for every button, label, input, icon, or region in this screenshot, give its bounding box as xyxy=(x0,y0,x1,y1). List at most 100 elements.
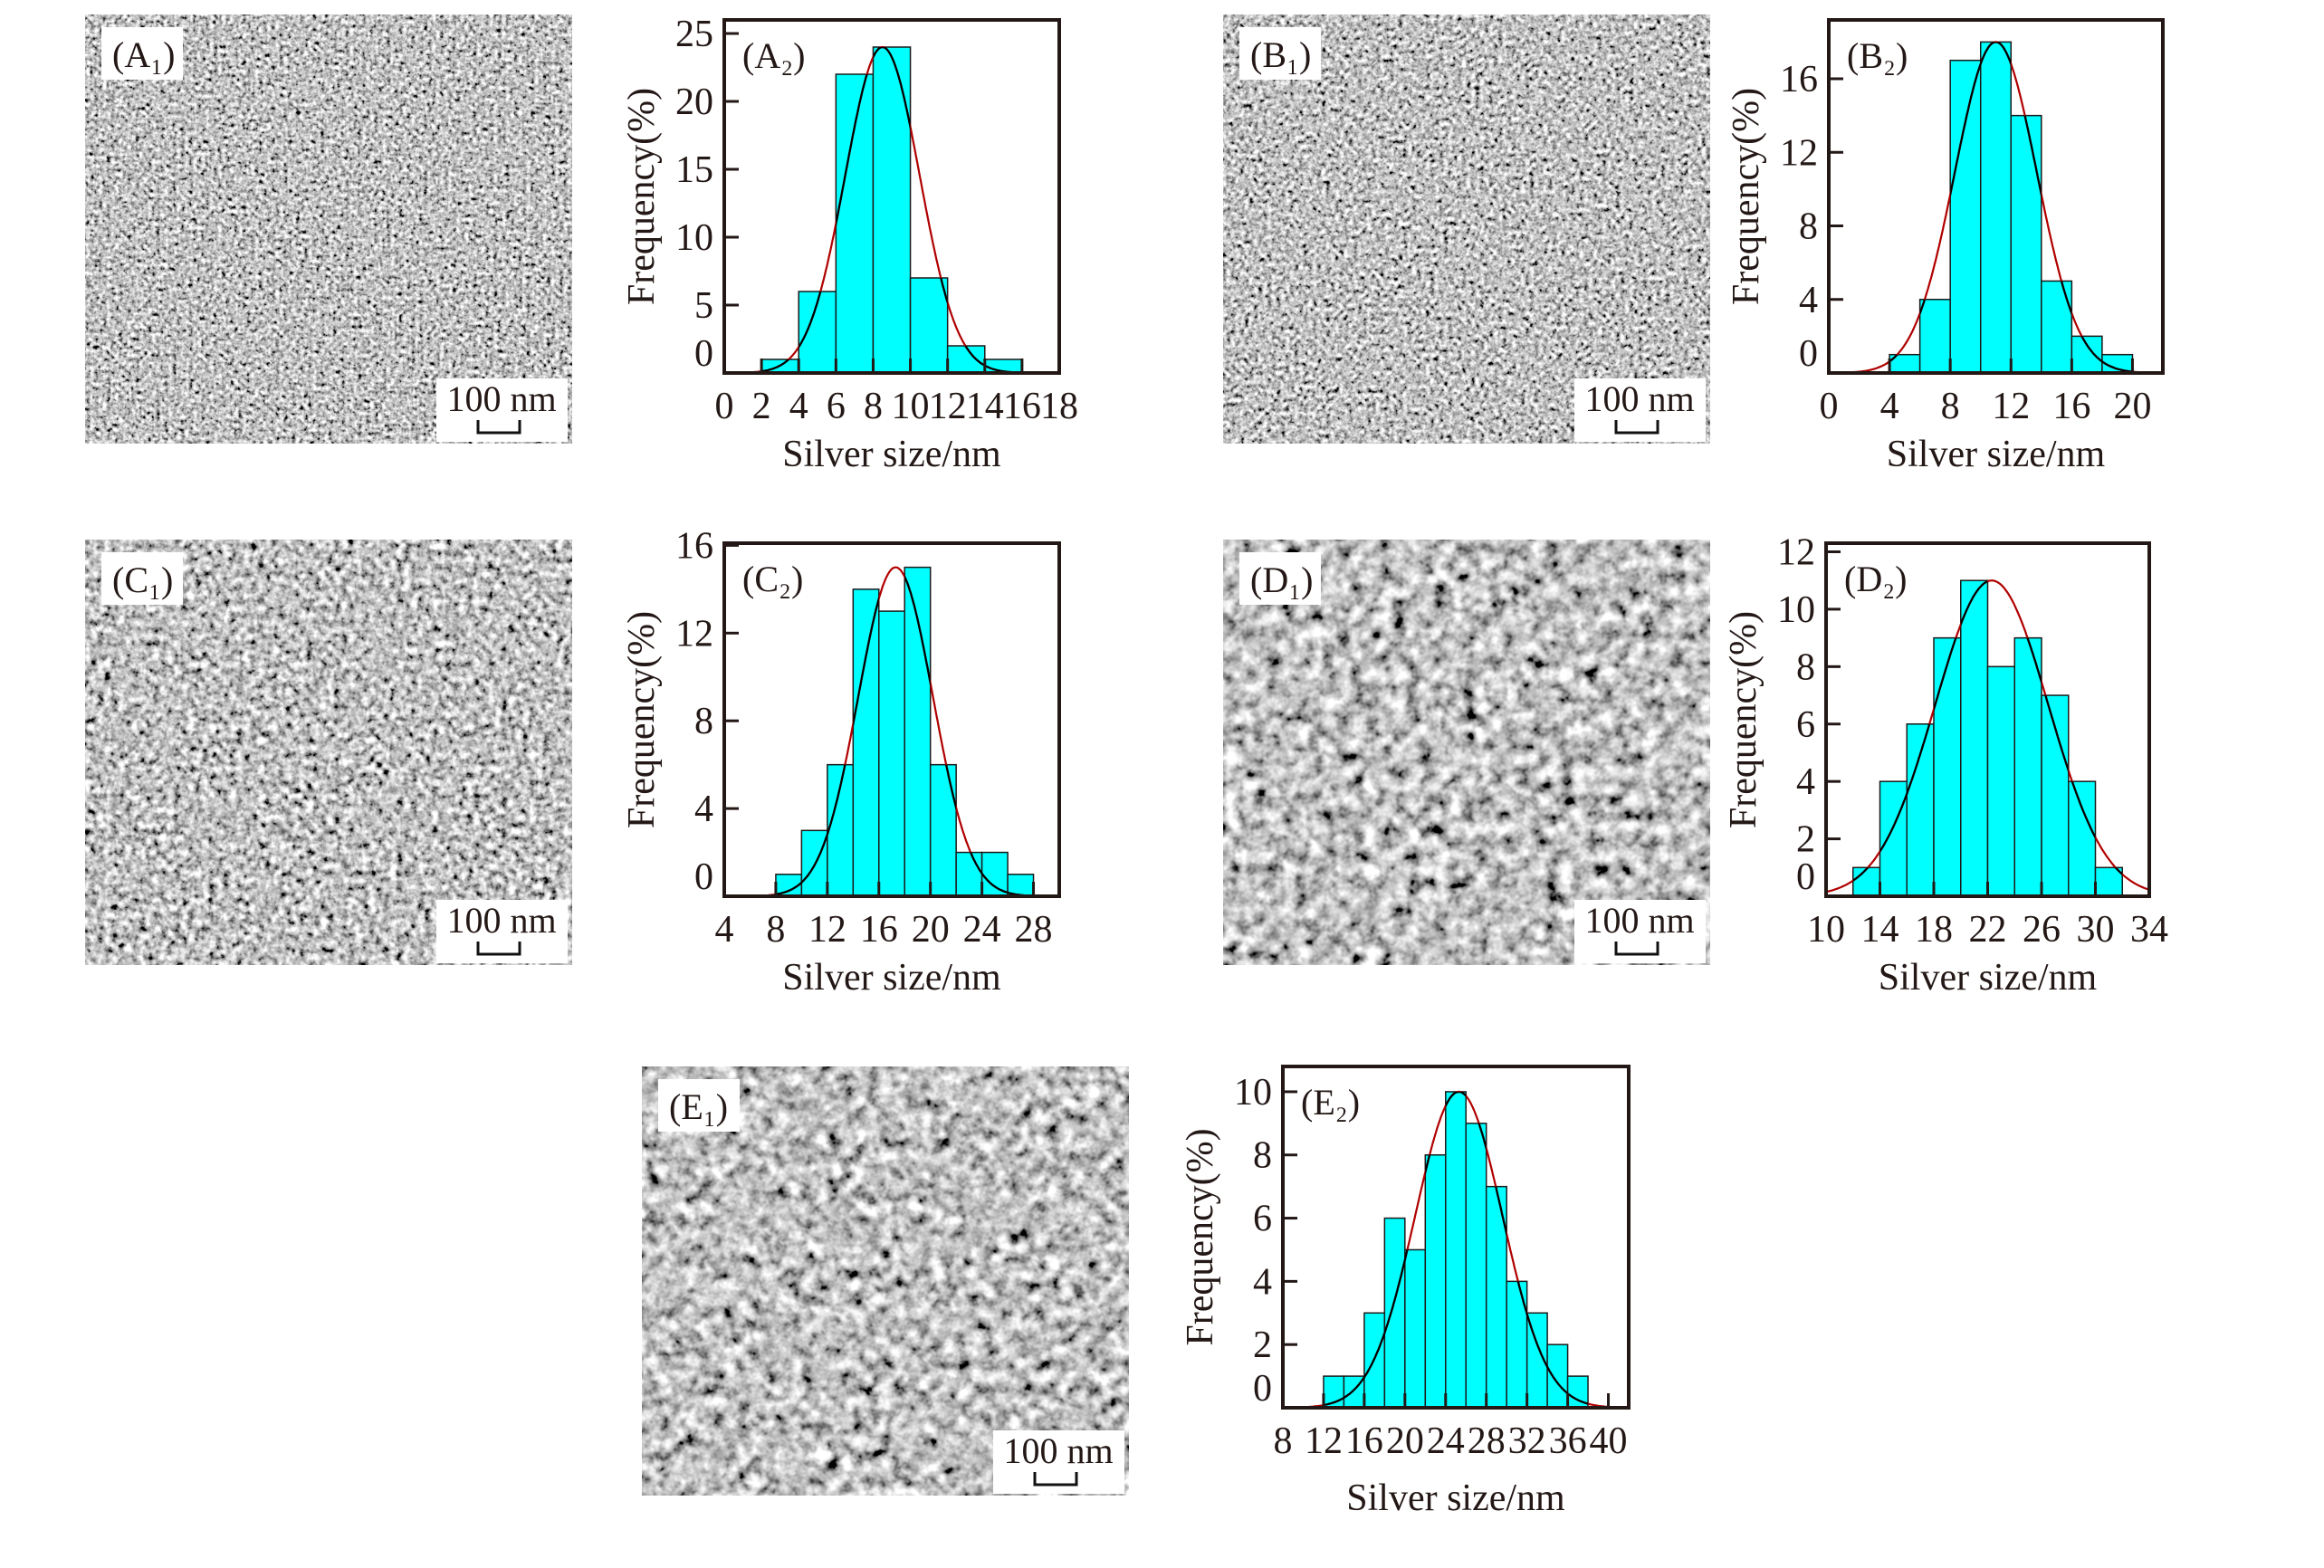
x-tick-label: 14 xyxy=(966,386,1004,427)
histogram-d: 02 4 6 8 10 12 10 14 18 22 26 30 34 Silver size/nm Fre… xyxy=(1723,532,2168,999)
y-tick-label: 8 xyxy=(694,701,713,742)
x-tick-label: 32 xyxy=(1508,1420,1546,1462)
y-tick-label: 4 xyxy=(694,789,713,830)
x-tick-label: 0 xyxy=(715,386,734,427)
y-tick-label: 0 xyxy=(1799,333,1818,375)
sem-image-a: (A₁) 100 nm xyxy=(85,14,572,444)
y-axis-label: Frequency(%) xyxy=(621,88,663,305)
bar xyxy=(1979,41,2013,374)
x-tick-label: 8 xyxy=(1941,386,1960,427)
y-tick-label: 0 xyxy=(1253,1368,1272,1410)
plot-frame xyxy=(722,18,1061,375)
scale-bar-label: 100 nm xyxy=(1584,900,1694,941)
bar xyxy=(1906,723,1935,897)
sem-image-b: (B₁) 100 nm xyxy=(1223,14,1710,444)
bar xyxy=(1404,1248,1427,1409)
panel-label: (B₂) xyxy=(1847,35,1908,76)
scale-bar xyxy=(1614,420,1659,435)
x-tick-label: 16 xyxy=(1345,1420,1383,1462)
x-tick-label: 16 xyxy=(1003,386,1041,427)
y-tick-label: 20 xyxy=(675,81,713,123)
x-tick-label: 12 xyxy=(929,386,967,427)
x-tick-label: 36 xyxy=(1549,1420,1587,1462)
bars xyxy=(1852,579,2123,897)
x-tick-label: 20 xyxy=(912,909,950,951)
gaussian-fit-curve-overlay xyxy=(1889,42,2133,373)
bars xyxy=(1323,1091,1589,1409)
x-tick-label: 40 xyxy=(1590,1420,1628,1462)
y-axis-label: Frequency(%) xyxy=(1180,1128,1221,1345)
x-tick-label: 20 xyxy=(2113,386,2151,427)
x-tick-label: 8 xyxy=(766,909,785,951)
sem-panel-label: (A₁) xyxy=(112,34,175,75)
y-tick-label: 6 xyxy=(1253,1199,1272,1240)
y-tick-label: 0 xyxy=(1796,856,1815,898)
bar xyxy=(2071,335,2103,374)
bar xyxy=(1960,579,1989,897)
y-axis-label: Frequency(%) xyxy=(621,611,663,828)
x-axis-label: Silver size/nm xyxy=(1887,434,2106,475)
plot-frame xyxy=(1827,18,2165,375)
sem-panel-label: (C₁) xyxy=(112,559,173,600)
y-tick-label: 8 xyxy=(1253,1135,1272,1177)
x-axis-label: Silver size/nm xyxy=(1346,1477,1565,1519)
y-tick-label: 2 xyxy=(1796,819,1815,861)
y-tick-label: 12 xyxy=(675,613,713,655)
x-axis-label: Silver size/nm xyxy=(1879,957,2098,999)
y-tick-label: 12 xyxy=(1780,132,1818,174)
bar xyxy=(1445,1091,1467,1409)
y-axis-label: Frequency(%) xyxy=(1723,611,1765,828)
bar xyxy=(2010,114,2042,374)
bar xyxy=(909,277,949,374)
bar xyxy=(946,345,986,374)
x-tick-label: 4 xyxy=(789,386,808,427)
bar xyxy=(1918,299,1951,374)
x-axis-label: Silver size/nm xyxy=(782,434,1001,475)
x-tick-label: 12 xyxy=(1992,386,2030,427)
sem-image-c: (C₁) 100 nm xyxy=(85,540,572,965)
y-tick-label: 0 xyxy=(694,856,713,898)
y-tick-label: 10 xyxy=(675,217,713,259)
y-tick-label: 8 xyxy=(1796,646,1815,688)
x-tick-label: 12 xyxy=(808,909,846,951)
y-tick-label: 15 xyxy=(675,149,713,191)
y-tick-label: 25 xyxy=(675,14,713,55)
y-tick-label: 16 xyxy=(675,525,713,567)
bars xyxy=(760,46,1023,374)
bar xyxy=(1007,874,1035,897)
sem-panel-label: (B₁) xyxy=(1250,34,1311,75)
bar xyxy=(1546,1343,1569,1409)
x-tick-label: 6 xyxy=(827,386,846,427)
y-tick-label: 8 xyxy=(1799,206,1818,248)
panel-label: (E₂) xyxy=(1301,1082,1360,1123)
x-tick-label: 34 xyxy=(2130,909,2168,951)
x-tick-label: 24 xyxy=(1427,1420,1465,1462)
x-axis-label: Silver size/nm xyxy=(782,957,1001,999)
x-tick-label: 12 xyxy=(1305,1420,1343,1462)
panel-label: (A₂) xyxy=(742,35,805,76)
bar xyxy=(2094,866,2123,897)
x-tick-label: 14 xyxy=(1861,909,1899,951)
bar xyxy=(2041,280,2073,374)
x-tick-label: 18 xyxy=(1915,909,1953,951)
bar xyxy=(878,610,905,897)
bar xyxy=(1852,866,1881,897)
bar xyxy=(1383,1217,1406,1409)
bar xyxy=(2013,636,2042,897)
x-tick-label: 10 xyxy=(1807,909,1845,951)
bars xyxy=(1889,41,2134,374)
bar xyxy=(1933,636,1962,897)
x-tick-label: 4 xyxy=(1880,386,1899,427)
x-tick-label: 28 xyxy=(1468,1420,1506,1462)
scale-bar-label: 100 nm xyxy=(1003,1430,1113,1471)
bar xyxy=(1424,1153,1447,1409)
x-tick-label: 28 xyxy=(1015,909,1053,951)
x-tick-label: 4 xyxy=(715,909,734,951)
panel-label: (D₂) xyxy=(1844,559,1907,599)
bars xyxy=(775,566,1035,897)
